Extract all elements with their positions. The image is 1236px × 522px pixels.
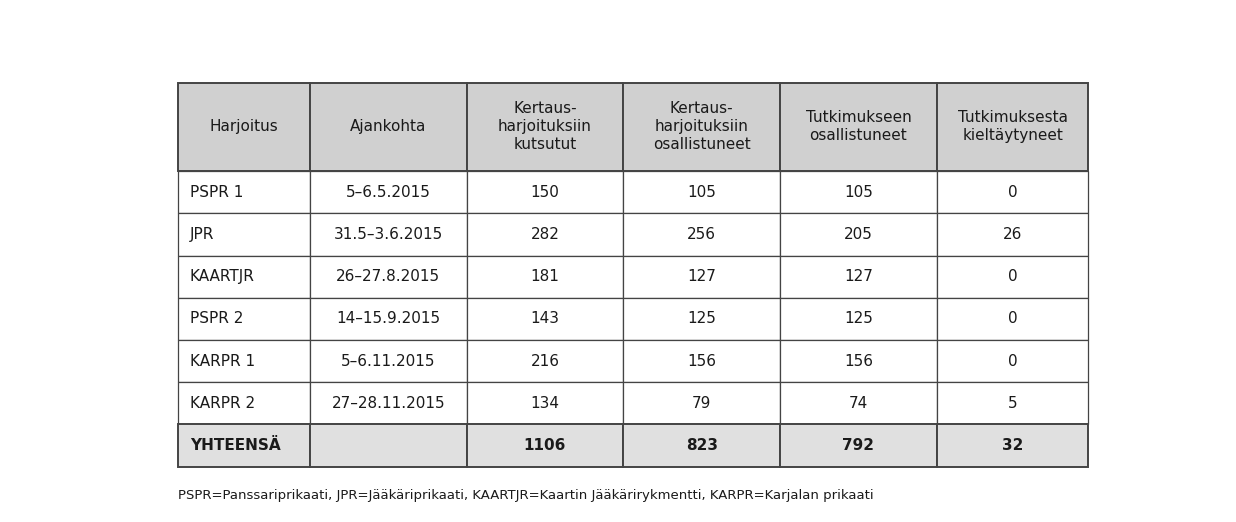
Text: Kertaus-
harjoituksiin
osallistuneet: Kertaus- harjoituksiin osallistuneet [653,101,750,152]
Text: YHTEENSÄ: YHTEENSÄ [190,438,281,453]
Bar [178,382,310,424]
Bar [780,382,937,424]
Text: 32: 32 [1002,438,1023,453]
Text: 216: 216 [530,353,560,369]
Text: KAARTJR: KAARTJR [190,269,255,284]
Text: 143: 143 [530,312,560,326]
Text: 27–28.11.2015: 27–28.11.2015 [331,396,445,411]
Text: 125: 125 [844,312,873,326]
Text: Ajankohta: Ajankohta [350,120,426,135]
Bar [178,298,310,340]
Text: PSPR 1: PSPR 1 [190,185,243,200]
Bar [780,340,937,382]
Bar [780,256,937,298]
Bar [310,382,467,424]
Bar [780,424,937,467]
Bar [623,424,780,467]
Bar [178,82,310,171]
Text: JPR: JPR [190,227,214,242]
Bar [310,256,467,298]
Bar [937,424,1089,467]
Bar [467,171,623,213]
Bar [623,298,780,340]
Bar [467,424,623,467]
Text: 5–6.5.2015: 5–6.5.2015 [346,185,430,200]
Bar [467,340,623,382]
Bar [310,82,467,171]
Bar [310,298,467,340]
Text: 134: 134 [530,396,560,411]
Text: 792: 792 [843,438,874,453]
Text: 282: 282 [530,227,560,242]
Text: 0: 0 [1007,353,1017,369]
Text: 0: 0 [1007,185,1017,200]
Text: Harjoitus: Harjoitus [210,120,278,135]
Text: 256: 256 [687,227,716,242]
Bar [467,82,623,171]
Text: 150: 150 [530,185,560,200]
Bar [623,340,780,382]
Bar [178,256,310,298]
Text: 0: 0 [1007,312,1017,326]
Bar [467,298,623,340]
Text: 1106: 1106 [524,438,566,453]
Text: 5–6.11.2015: 5–6.11.2015 [341,353,435,369]
Bar [178,340,310,382]
Bar [780,298,937,340]
Bar [937,382,1089,424]
Bar [623,82,780,171]
Text: 26–27.8.2015: 26–27.8.2015 [336,269,440,284]
Text: 823: 823 [686,438,718,453]
Bar [310,340,467,382]
Text: Tutkimukseen
osallistuneet: Tutkimukseen osallistuneet [806,111,911,144]
Text: 14–15.9.2015: 14–15.9.2015 [336,312,440,326]
Text: 26: 26 [1002,227,1022,242]
Text: 31.5–3.6.2015: 31.5–3.6.2015 [334,227,442,242]
Bar [310,171,467,213]
Bar [310,213,467,256]
Text: 156: 156 [687,353,716,369]
Bar [178,213,310,256]
Bar [780,171,937,213]
Text: 125: 125 [687,312,716,326]
Text: KARPR 1: KARPR 1 [190,353,255,369]
Bar [780,82,937,171]
Bar [623,256,780,298]
Text: 74: 74 [849,396,868,411]
Bar [178,424,310,467]
Text: Kertaus-
harjoituksiin
kutsutut: Kertaus- harjoituksiin kutsutut [498,101,592,152]
Bar [937,82,1089,171]
Bar [780,213,937,256]
Bar [937,298,1089,340]
Bar [623,171,780,213]
Text: 0: 0 [1007,269,1017,284]
Bar [467,256,623,298]
Text: 79: 79 [692,396,712,411]
Bar [937,171,1089,213]
Bar [178,171,310,213]
Text: 5: 5 [1007,396,1017,411]
Text: 127: 127 [687,269,716,284]
Text: PSPR 2: PSPR 2 [190,312,243,326]
Text: PSPR=Panssariprikaati, JPR=Jääkäriprikaati, KAARTJR=Kaartin Jääkärirykmentti, KA: PSPR=Panssariprikaati, JPR=Jääkäriprikaa… [178,489,874,502]
Text: 105: 105 [687,185,716,200]
Text: 127: 127 [844,269,873,284]
Text: 105: 105 [844,185,873,200]
Bar [937,340,1089,382]
Text: Tutkimuksesta
kieltäytyneet: Tutkimuksesta kieltäytyneet [958,111,1068,144]
Bar [467,213,623,256]
Text: 181: 181 [530,269,560,284]
Text: KARPR 2: KARPR 2 [190,396,255,411]
Bar [937,213,1089,256]
Bar [937,256,1089,298]
Bar [623,382,780,424]
Bar [310,424,467,467]
Text: 205: 205 [844,227,873,242]
Text: 156: 156 [844,353,873,369]
Bar [467,382,623,424]
Bar [623,213,780,256]
